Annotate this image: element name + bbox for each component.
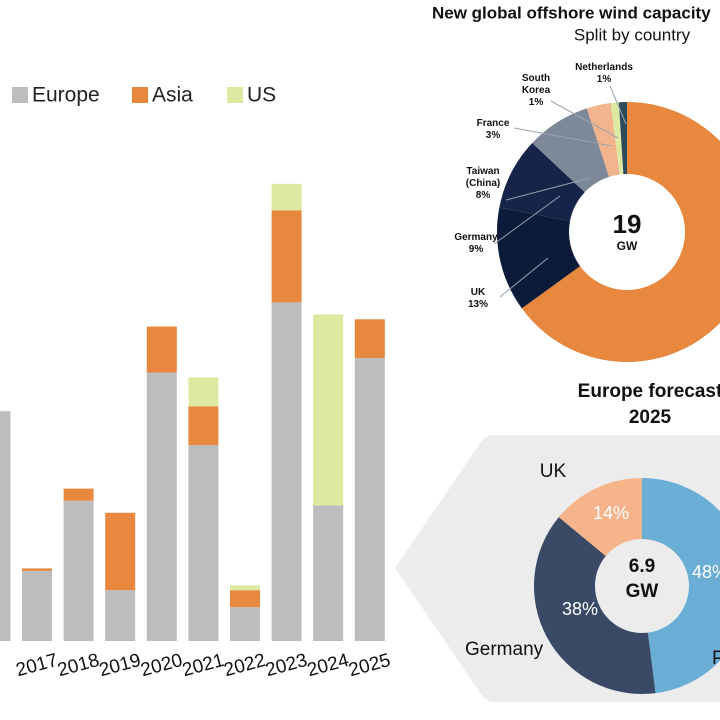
slice-value: 1% (528, 97, 544, 108)
donut-slice (610, 102, 624, 175)
bar-segment (22, 568, 52, 571)
center-value: 6.9 (629, 556, 655, 577)
leader-line (513, 127, 613, 147)
slice-value: 1% (596, 74, 612, 85)
x-tick-label: 2017 (14, 650, 60, 681)
legend-label: Asia (152, 84, 193, 107)
legend-label: US (247, 84, 276, 107)
slice-value: 9% (468, 244, 484, 255)
bar-segment (271, 210, 302, 303)
donut-slice (532, 108, 610, 193)
donut-slice (521, 102, 720, 362)
leader-line (550, 100, 619, 139)
bar-segment (63, 488, 94, 501)
center-value: 19 (613, 209, 642, 239)
x-tick-label: 2022 (222, 650, 268, 681)
slice-label: Germany (465, 639, 544, 660)
slice-value: 8% (475, 190, 491, 201)
leader-line (505, 177, 591, 201)
slice-label: Poland (712, 648, 720, 669)
leader-line (499, 257, 549, 298)
slice-label: UK (470, 287, 486, 298)
bar-segment (354, 319, 385, 358)
slice-label: Netherlands (575, 62, 633, 73)
slice-label: UK (540, 461, 567, 482)
bar-segment (188, 406, 219, 446)
donut-slice (499, 143, 585, 222)
center-unit: GW (617, 239, 638, 253)
donut-slice (558, 478, 642, 557)
bar-segment (271, 302, 302, 641)
bar-segment (188, 377, 219, 407)
donut-slice (586, 103, 620, 177)
leader-line (609, 85, 627, 125)
bar-segment (105, 512, 136, 591)
x-tick-label: 2025 (347, 650, 393, 681)
bar-segment (313, 314, 344, 506)
x-tick-label: 2023 (263, 650, 309, 681)
donut-slice (533, 517, 656, 695)
x-tick-label: 2024 (305, 650, 352, 681)
donut-title: New global offshore wind capacity (432, 3, 711, 22)
legend-swatch (227, 87, 243, 103)
bar-segment (354, 357, 385, 641)
bar-segment (0, 411, 11, 641)
legend-swatch (132, 87, 148, 103)
bar-segment (188, 445, 219, 641)
donut-subtitle: Split by country (574, 25, 691, 44)
slice-label: Taiwan (China) (465, 166, 501, 189)
slice-label: South Korea (521, 73, 551, 96)
bar-segment (146, 326, 177, 373)
donut-slice (642, 478, 720, 694)
donut-slice (497, 207, 581, 309)
bar-segment (63, 500, 94, 641)
x-tick-label: 2018 (55, 650, 101, 681)
slice-value: 13% (467, 299, 488, 310)
x-tick-label: 2021 (180, 650, 226, 681)
bar-segment (271, 183, 302, 211)
x-tick-label: 2020 (139, 650, 185, 681)
legend-swatch (12, 87, 28, 103)
bar-segment (230, 585, 260, 591)
x-tick-label: 2019 (97, 650, 143, 681)
bar-segment (105, 590, 136, 641)
leader-line (493, 195, 561, 245)
donut-title: Europe forecast (578, 381, 720, 402)
bar-segment (230, 590, 260, 608)
bar-segment (146, 372, 177, 641)
slice-label: Germany (454, 232, 498, 243)
center-unit: GW (626, 581, 659, 602)
legend-label: Europe (32, 84, 100, 107)
slice-value: 14% (593, 503, 629, 523)
slice-value: 38% (562, 599, 598, 619)
bar-segment (230, 607, 260, 641)
slice-value: 48% (692, 562, 720, 582)
donut-subtitle: 2025 (629, 407, 672, 428)
slice-value: 3% (485, 130, 501, 141)
bar-segment (22, 570, 52, 641)
slice-label: France (476, 118, 510, 129)
bar-segment (313, 505, 344, 641)
donut-slice (618, 102, 627, 175)
